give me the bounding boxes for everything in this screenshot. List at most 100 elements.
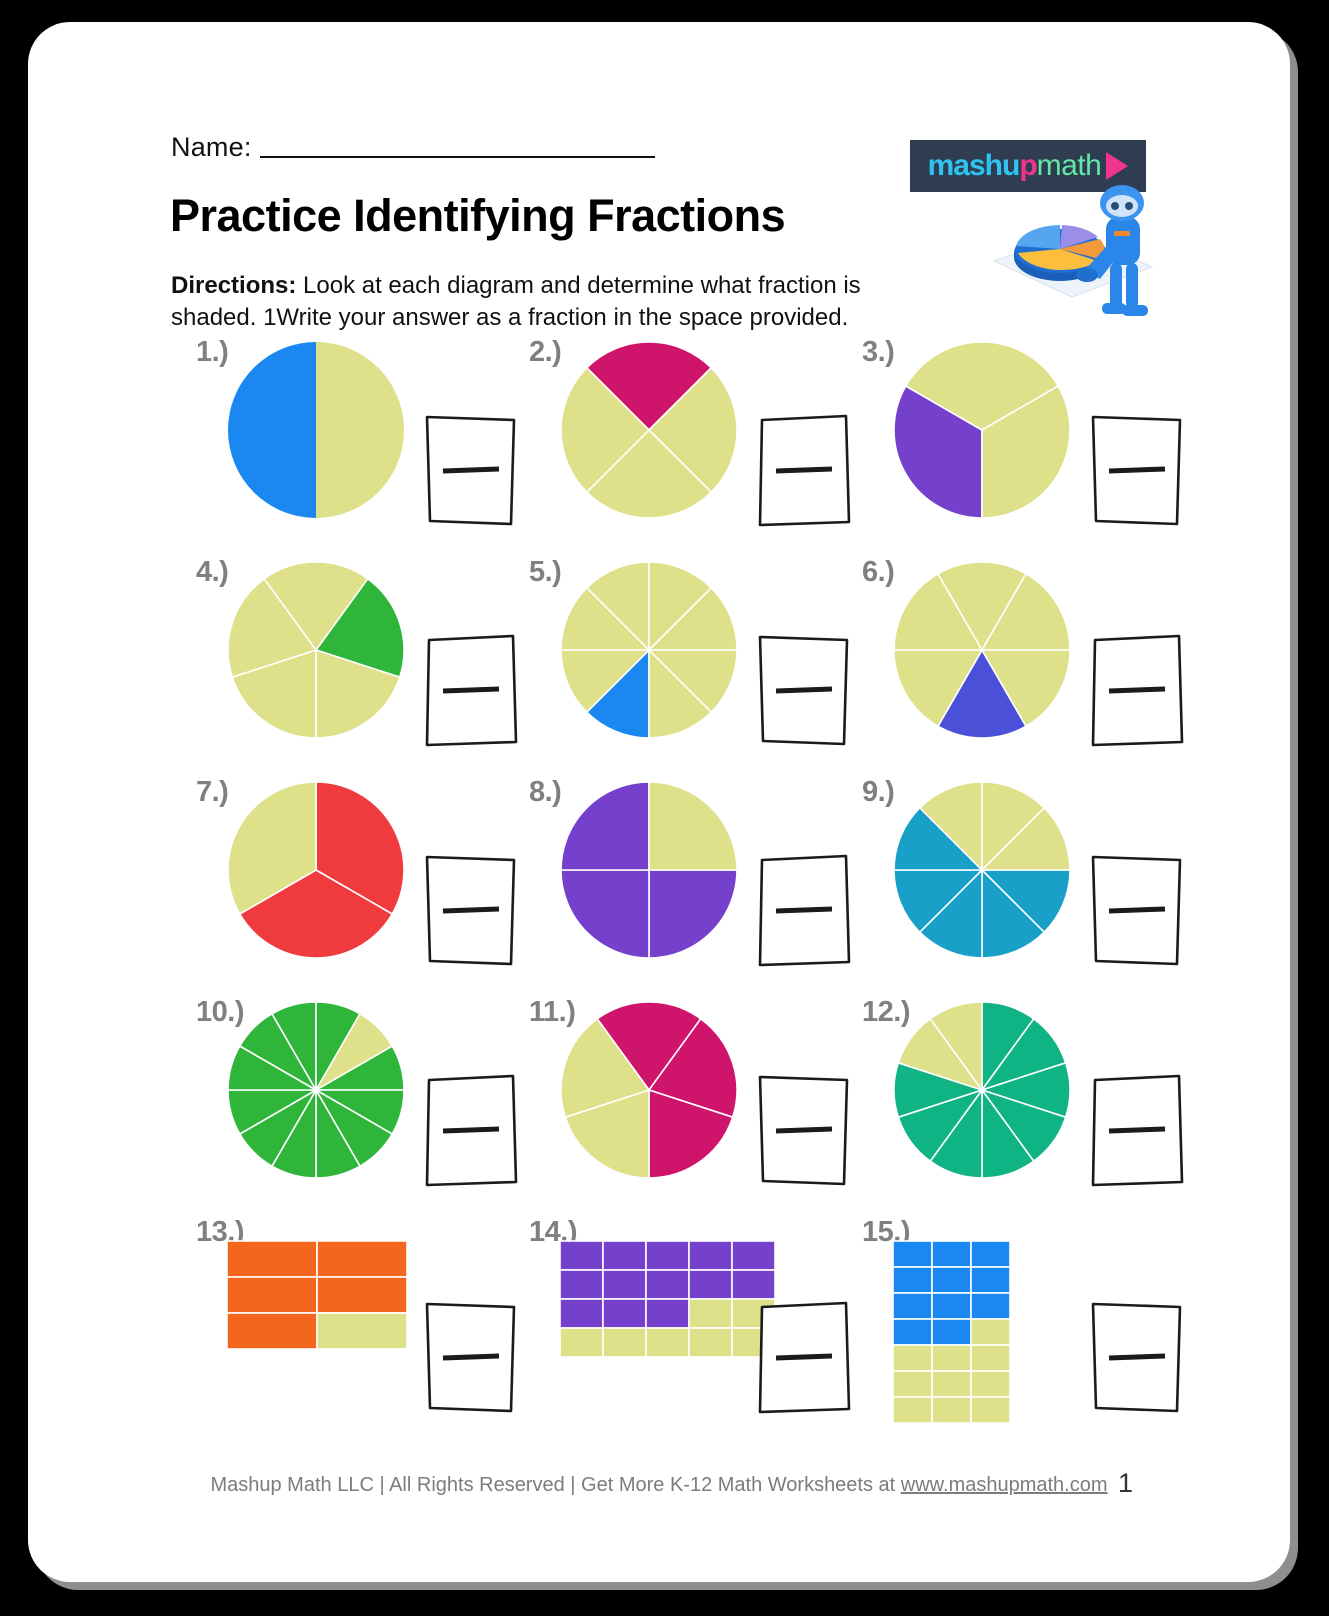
problem-number-label: 3.) xyxy=(862,336,895,368)
grid-cell xyxy=(226,1240,318,1278)
pie-slice xyxy=(918,868,983,959)
answer-box-wrap[interactable] xyxy=(754,410,854,535)
directions: Directions: Look at each diagram and det… xyxy=(171,270,891,334)
answer-box[interactable] xyxy=(1087,410,1187,530)
play-arrow-icon xyxy=(1106,152,1129,180)
answer-box-wrap[interactable] xyxy=(754,630,854,755)
directions-text: Look at each diagram and determine what … xyxy=(171,272,861,332)
grid-cell xyxy=(226,1312,318,1350)
answer-box[interactable] xyxy=(754,850,854,970)
grid-cell xyxy=(892,1240,933,1268)
problem-row: 1.) 2.) 3.) xyxy=(178,322,1182,542)
grid-cell xyxy=(892,1266,933,1294)
answer-box-wrap[interactable] xyxy=(1087,410,1187,535)
problem-row: 13.) 14.) 15.) xyxy=(178,1202,1182,1432)
answer-box-wrap[interactable] xyxy=(421,410,521,535)
answer-box[interactable] xyxy=(754,410,854,530)
pie-slice xyxy=(560,366,651,494)
pie-slice xyxy=(980,869,1071,934)
answer-box-wrap[interactable] xyxy=(1087,1070,1187,1195)
answer-box-wrap[interactable] xyxy=(421,630,521,755)
pie-slice xyxy=(560,586,651,651)
answer-box[interactable] xyxy=(754,1297,854,1417)
answer-box-wrap[interactable] xyxy=(754,850,854,975)
pie-slice xyxy=(936,561,1028,652)
problem-number-label: 7.) xyxy=(196,776,229,808)
answer-box[interactable] xyxy=(754,1070,854,1190)
answer-box[interactable] xyxy=(421,850,521,970)
answer-box-wrap[interactable] xyxy=(1087,850,1187,975)
answer-box-wrap[interactable] xyxy=(421,1297,521,1422)
grid-cell xyxy=(731,1240,776,1271)
problems-grid: 1.) 2.) 3.) 4.) 5.) 6.) 7.) 8.) 9.) 10.) 11.) 12.) 1… xyxy=(178,322,1184,1432)
grid-cell xyxy=(892,1292,933,1320)
answer-box[interactable] xyxy=(421,1070,521,1190)
grid-cell xyxy=(970,1344,1011,1372)
pie-slice xyxy=(315,781,405,916)
worksheet-page: Name: Practice Identifying Fractions Dir… xyxy=(28,22,1290,1582)
problem-number-label: 9.) xyxy=(862,776,895,808)
pie-slice xyxy=(648,561,713,652)
answer-box-wrap[interactable] xyxy=(754,1297,854,1422)
pie-slice xyxy=(585,561,650,652)
grid-cell xyxy=(970,1370,1011,1398)
grid-cell xyxy=(645,1327,690,1358)
grid-cell xyxy=(559,1269,604,1300)
problem-13: 13.) xyxy=(178,1202,516,1432)
answer-box-wrap[interactable] xyxy=(754,1070,854,1195)
pie-diagram xyxy=(560,781,738,959)
pie-slice xyxy=(648,781,738,871)
answer-box-wrap[interactable] xyxy=(421,1070,521,1195)
answer-box[interactable] xyxy=(1087,630,1187,750)
problem-figure xyxy=(226,1000,406,1185)
pie-slice xyxy=(648,1088,734,1179)
problem-figure xyxy=(226,340,406,525)
footer-link[interactable]: www.mashupmath.com xyxy=(900,1474,1108,1496)
answer-box[interactable] xyxy=(754,630,854,750)
fraction-bar xyxy=(442,466,500,474)
grid-cell xyxy=(970,1318,1011,1346)
problem-number-label: 11.) xyxy=(529,996,576,1028)
answer-box[interactable] xyxy=(1087,850,1187,970)
grid-cell xyxy=(226,1276,318,1314)
pie-diagram xyxy=(227,781,405,959)
pie-slice xyxy=(647,1017,738,1119)
problem-row: 10.) 11.) 12.) xyxy=(178,982,1184,1202)
fraction-bar xyxy=(1108,686,1166,694)
pie-slice xyxy=(314,577,405,679)
grid-cell xyxy=(688,1327,733,1358)
pie-slice xyxy=(228,342,316,518)
pie-slice xyxy=(648,869,738,959)
pie-slice xyxy=(981,781,1046,872)
pie-diagram xyxy=(227,561,405,739)
pie-slice xyxy=(980,806,1071,871)
answer-box[interactable] xyxy=(1087,1070,1187,1190)
pie-slice xyxy=(981,868,1046,959)
answer-box[interactable] xyxy=(1087,1297,1187,1417)
grid-cell xyxy=(931,1318,972,1346)
answer-box[interactable] xyxy=(421,410,521,530)
pie-slice xyxy=(647,586,738,651)
grid-cell xyxy=(970,1240,1011,1268)
answer-box-wrap[interactable] xyxy=(421,850,521,975)
grid-cell xyxy=(688,1298,733,1329)
name-input-line[interactable] xyxy=(259,156,655,158)
fraction-bar xyxy=(442,906,500,914)
logo-math-text: math xyxy=(1036,149,1102,182)
problem-figure xyxy=(559,780,739,965)
problem-number-label: 8.) xyxy=(529,776,562,808)
problem-3: 3.) xyxy=(844,322,1182,542)
logo-up-text: p xyxy=(1019,149,1037,182)
answer-box-wrap[interactable] xyxy=(1087,1297,1187,1422)
answer-box[interactable] xyxy=(421,630,521,750)
grid-cell xyxy=(688,1240,733,1271)
answer-box-wrap[interactable] xyxy=(1087,630,1187,755)
problem-5: 5.) xyxy=(511,542,849,762)
grid-cell xyxy=(892,1318,933,1346)
fraction-bar xyxy=(442,686,500,694)
problem-7: 7.) xyxy=(178,762,516,982)
answer-box[interactable] xyxy=(421,1297,521,1417)
grid-cell xyxy=(645,1269,690,1300)
name-row: Name: xyxy=(171,132,655,163)
pie-slice xyxy=(980,572,1071,651)
